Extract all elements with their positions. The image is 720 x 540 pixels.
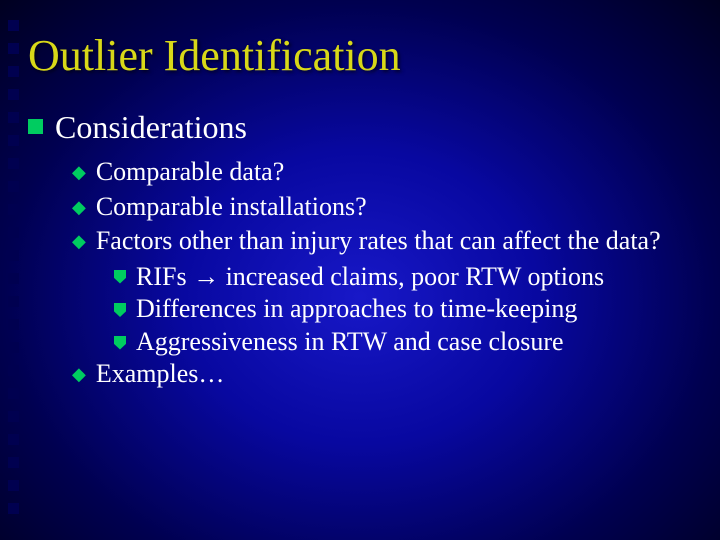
- decor-square: [8, 480, 19, 491]
- decor-square: [8, 411, 19, 422]
- decor-square: [8, 319, 19, 330]
- square-bullet-icon: [28, 119, 43, 134]
- decor-square: [8, 434, 19, 445]
- slide-content: Outlier Identification Considerations ◆ C…: [28, 30, 700, 393]
- decor-square: [8, 296, 19, 307]
- decor-square: [8, 388, 19, 399]
- level3-text: Aggressiveness in RTW and case closure: [136, 326, 564, 359]
- decor-square: [8, 135, 19, 146]
- bullet-level2: ◆ Factors other than injury rates that ca…: [72, 225, 700, 258]
- level2-text: Comparable data?: [96, 156, 284, 189]
- level2-text: Factors other than injury rates that can…: [96, 225, 661, 258]
- bullet-level2: ◆ Comparable data?: [72, 156, 700, 189]
- decor-square: [8, 181, 19, 192]
- decor-square: [8, 273, 19, 284]
- level3-text: RIFs → increased claims, poor RTW option…: [136, 260, 604, 294]
- diamond-bullet-icon: ◆: [72, 197, 86, 218]
- decor-square: [8, 204, 19, 215]
- decor-square: [8, 342, 19, 353]
- level2-text: Examples…: [96, 358, 225, 391]
- decorative-squares-column: [8, 20, 19, 514]
- diamond-bullet-icon: ◆: [72, 231, 86, 252]
- decor-square: [8, 89, 19, 100]
- level2-list: ◆ Comparable data? ◆ Comparable installatio…: [72, 156, 700, 391]
- decor-square: [8, 112, 19, 123]
- level3-list: RIFs → increased claims, poor RTW option…: [114, 260, 700, 359]
- decor-square: [8, 250, 19, 261]
- decor-square: [8, 457, 19, 468]
- bullet-level3: Differences in approaches to time-keepin…: [114, 293, 700, 326]
- decor-square: [8, 20, 19, 31]
- level3-text: Differences in approaches to time-keepin…: [136, 293, 577, 326]
- shield-bullet-icon: [114, 270, 126, 284]
- slide-title: Outlier Identification: [28, 30, 700, 81]
- shield-bullet-icon: [114, 303, 126, 317]
- decor-square: [8, 227, 19, 238]
- bullet-level3: Aggressiveness in RTW and case closure: [114, 326, 700, 359]
- level1-text: Considerations: [55, 109, 247, 146]
- decor-square: [8, 43, 19, 54]
- arrow-icon: →: [193, 261, 219, 291]
- level2-text: Comparable installations?: [96, 191, 367, 224]
- decor-square: [8, 503, 19, 514]
- diamond-bullet-icon: ◆: [72, 364, 86, 385]
- bullet-level1: Considerations: [28, 109, 700, 146]
- bullet-level2: ◆ Examples…: [72, 358, 700, 391]
- decor-square: [8, 66, 19, 77]
- shield-bullet-icon: [114, 336, 126, 350]
- bullet-level3: RIFs → increased claims, poor RTW option…: [114, 260, 700, 294]
- decor-square: [8, 365, 19, 376]
- bullet-level2: ◆ Comparable installations?: [72, 191, 700, 224]
- diamond-bullet-icon: ◆: [72, 162, 86, 183]
- decor-square: [8, 158, 19, 169]
